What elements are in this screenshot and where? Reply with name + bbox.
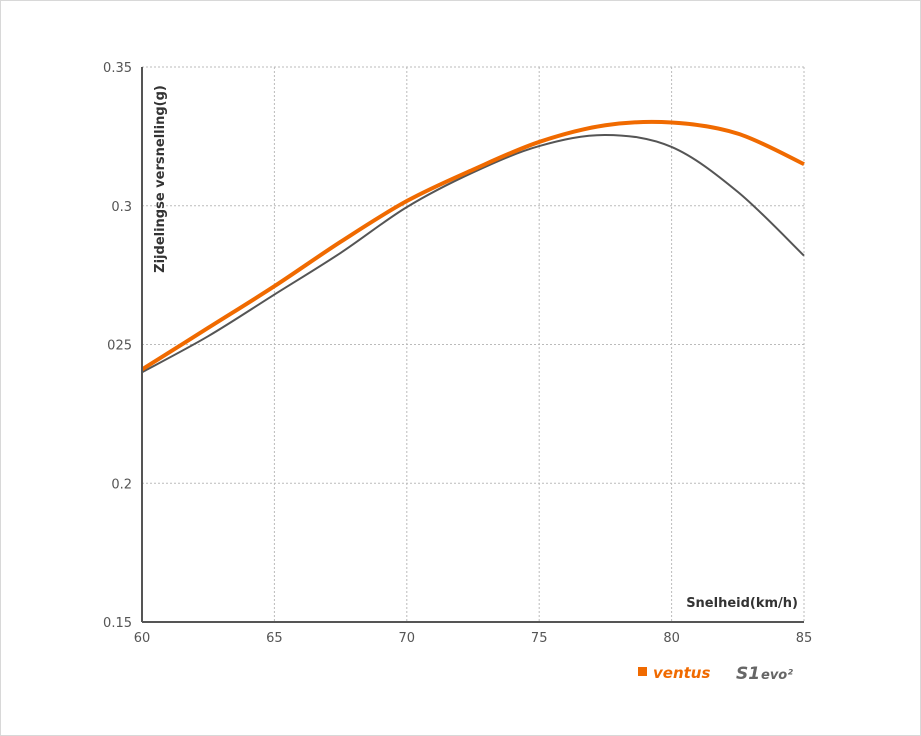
x-axis-label: Snelheid(km/h) [686, 596, 798, 611]
brand-logo: ventus S1 evo² [638, 664, 793, 684]
x-tick-label: 75 [531, 631, 548, 646]
y-tick-label: 025 [107, 339, 132, 354]
logo-brand: ventus [653, 664, 710, 682]
x-tick-label: 70 [399, 631, 416, 646]
y-axis-label: Zijdelingse versnelling(g) [153, 85, 168, 273]
logo-model: S1 [736, 664, 760, 684]
series-lines [140, 119, 805, 374]
y-tick-label: 0.15 [103, 616, 132, 631]
logo-suffix: evo² [761, 668, 793, 683]
grid [142, 66, 805, 622]
x-tick-label: 60 [134, 631, 151, 646]
y-tick-label: 0.3 [111, 200, 132, 215]
x-tick-label: 85 [796, 631, 813, 646]
x-tick-label: 80 [663, 631, 680, 646]
x-tick-label: 65 [266, 631, 283, 646]
series-line-competitor [141, 133, 805, 374]
logo-square-icon [638, 667, 647, 676]
y-tick-label: 0.35 [103, 61, 132, 76]
y-tick-label: 0.2 [111, 477, 132, 492]
series-line-ventus [140, 119, 805, 372]
